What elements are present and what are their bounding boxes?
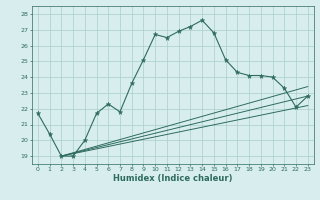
X-axis label: Humidex (Indice chaleur): Humidex (Indice chaleur) [113, 174, 233, 183]
